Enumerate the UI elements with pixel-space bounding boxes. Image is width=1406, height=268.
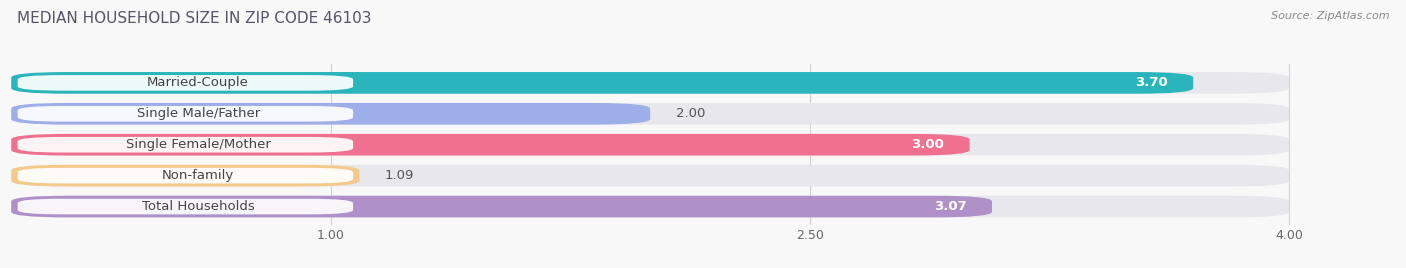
FancyBboxPatch shape xyxy=(11,72,1289,94)
FancyBboxPatch shape xyxy=(18,75,353,91)
FancyBboxPatch shape xyxy=(18,106,353,122)
FancyBboxPatch shape xyxy=(11,103,1289,125)
Text: 3.07: 3.07 xyxy=(934,200,966,213)
FancyBboxPatch shape xyxy=(18,199,353,214)
Text: 2.00: 2.00 xyxy=(676,107,704,120)
FancyBboxPatch shape xyxy=(11,196,993,217)
FancyBboxPatch shape xyxy=(11,165,1289,187)
Text: Source: ZipAtlas.com: Source: ZipAtlas.com xyxy=(1271,11,1389,21)
Text: Single Male/Father: Single Male/Father xyxy=(136,107,260,120)
FancyBboxPatch shape xyxy=(11,196,1289,217)
Text: Total Households: Total Households xyxy=(142,200,254,213)
Text: 1.09: 1.09 xyxy=(385,169,415,182)
Text: Non-family: Non-family xyxy=(162,169,235,182)
Text: MEDIAN HOUSEHOLD SIZE IN ZIP CODE 46103: MEDIAN HOUSEHOLD SIZE IN ZIP CODE 46103 xyxy=(17,11,371,26)
Text: 3.70: 3.70 xyxy=(1135,76,1167,89)
FancyBboxPatch shape xyxy=(11,103,650,125)
FancyBboxPatch shape xyxy=(18,137,353,152)
FancyBboxPatch shape xyxy=(11,134,970,155)
Text: 3.00: 3.00 xyxy=(911,138,943,151)
FancyBboxPatch shape xyxy=(11,134,1289,155)
FancyBboxPatch shape xyxy=(11,165,360,187)
FancyBboxPatch shape xyxy=(11,72,1194,94)
FancyBboxPatch shape xyxy=(18,168,353,183)
Text: Single Female/Mother: Single Female/Mother xyxy=(125,138,270,151)
Text: Married-Couple: Married-Couple xyxy=(148,76,249,89)
